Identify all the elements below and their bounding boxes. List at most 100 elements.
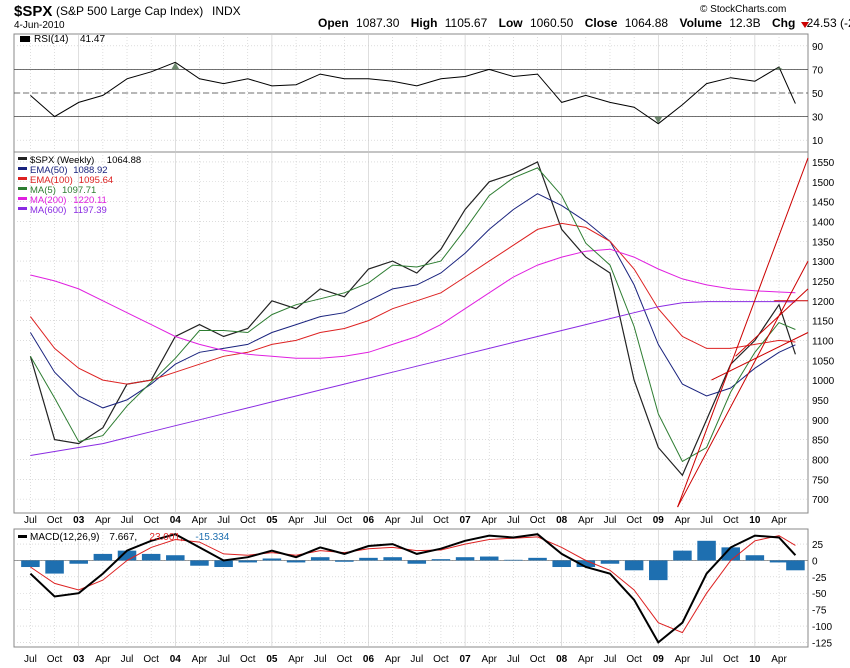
macd-legend-swatch — [18, 535, 27, 538]
price-legend-swatch — [18, 177, 27, 180]
y-tick-label: 1550 — [812, 158, 835, 169]
price-legend-name: EMA(50) — [30, 165, 67, 176]
y-tick-label: 90 — [812, 42, 824, 53]
low-label: Low — [499, 16, 524, 30]
x-axis-label-bottom: Apr — [481, 654, 497, 665]
rsi-extreme-fill — [171, 62, 180, 70]
price-legend-name: EMA(100) — [30, 175, 73, 186]
price-legend-name: MA(200) — [30, 195, 66, 206]
macd-legend-value: 7.667, — [109, 532, 137, 543]
y-tick-label: 70 — [812, 65, 824, 76]
index-name: (S&P 500 Large Cap Index) — [56, 4, 203, 18]
axis-labels-layer: Jul Jul Oct Oct 03 03 Apr Apr Jul Jul Oct Oct 04 04 Ap… — [24, 42, 835, 665]
x-axis-label-bottom: 07 — [460, 654, 472, 665]
y-tick-label: 850 — [812, 436, 829, 447]
trendline — [677, 157, 809, 508]
brand: © StockCharts.com — [700, 4, 786, 15]
x-axis-label-mid: 08 — [556, 515, 568, 526]
macd-signal-line — [30, 535, 796, 634]
x-axis-label-mid: Jul — [700, 515, 713, 526]
x-axis-label-bottom: 03 — [73, 654, 85, 665]
macd-histogram-bar — [786, 560, 805, 571]
rsi-legend-name: RSI(14) — [34, 34, 68, 45]
x-axis-label-bottom: Oct — [47, 654, 63, 665]
x-axis-label-bottom: Jul — [604, 654, 617, 665]
macd-histogram-bar — [214, 560, 233, 568]
x-axis-label-bottom: Oct — [143, 654, 159, 665]
y-tick-label: 800 — [812, 455, 829, 466]
open-value: 1087.30 — [356, 16, 400, 30]
macd-histogram-bar — [479, 556, 499, 561]
x-axis-label-mid: Apr — [675, 515, 691, 526]
x-axis-label-mid: Apr — [95, 515, 111, 526]
x-axis-label-mid: 04 — [170, 515, 182, 526]
x-axis-label-mid: Jul — [314, 515, 327, 526]
legends-layer: RSI(14) 41.47 $SPX (Weekly) 1064.88 EMA(50) 1… — [18, 34, 230, 543]
x-axis-label-bottom: Oct — [240, 654, 256, 665]
y-tick-label: 1450 — [812, 198, 835, 209]
y-tick-label: 900 — [812, 416, 829, 427]
trendline — [735, 288, 809, 357]
y-tick-label: 1350 — [812, 237, 835, 248]
macd-histogram-bar — [455, 557, 475, 561]
x-axis-label-mid: Jul — [121, 515, 134, 526]
macd-histogram-bar — [359, 557, 378, 561]
macd-histogram-bar — [649, 560, 668, 581]
volume-label: Volume — [679, 16, 722, 30]
x-axis-label-bottom: Jul — [410, 654, 423, 665]
y-tick-label: 25 — [812, 540, 824, 551]
price-legend-swatch — [18, 167, 27, 170]
macd-histogram-bar — [576, 560, 596, 568]
open-label: Open — [318, 16, 349, 30]
y-tick-label: -125 — [812, 638, 832, 649]
macd-histogram-bar — [504, 559, 523, 561]
macd-histogram-bar — [407, 560, 427, 564]
x-axis-label-bottom: 08 — [556, 654, 568, 665]
x-axis-label-bottom: Jul — [121, 654, 134, 665]
price-legend-value: 1097.71 — [62, 185, 96, 196]
trendline — [711, 332, 809, 381]
x-axis-label-mid: Apr — [481, 515, 497, 526]
macd-histogram-bar — [431, 559, 451, 561]
high-label: High — [411, 16, 438, 30]
x-axis-label-bottom: Jul — [24, 654, 37, 665]
x-axis-label-mid: Apr — [192, 515, 208, 526]
date: 4-Jun-2010 — [14, 20, 65, 31]
y-tick-label: 1400 — [812, 217, 835, 228]
price-legend-swatch — [18, 157, 27, 160]
x-axis-label-mid: 10 — [749, 515, 761, 526]
x-axis-label-bottom: Apr — [95, 654, 111, 665]
y-tick-label: 1050 — [812, 356, 835, 367]
macd-histogram-bar — [745, 555, 765, 561]
x-axis-label-mid: Oct — [337, 515, 353, 526]
ohlc-line: Open 1087.30 High 1105.67 Low 1060.50 Cl… — [318, 16, 850, 30]
x-axis-label-bottom: Oct — [530, 654, 546, 665]
y-tick-label: -75 — [812, 606, 827, 617]
x-axis-label-bottom: Apr — [578, 654, 594, 665]
close-label: Close — [585, 16, 618, 30]
x-axis-label-mid: Apr — [771, 515, 787, 526]
macd-histogram-bar — [286, 560, 306, 563]
x-axis-label-mid: Apr — [288, 515, 304, 526]
rsi-line — [30, 61, 796, 125]
x-axis-label-mid: Oct — [433, 515, 449, 526]
macd-histogram-bar — [383, 557, 402, 561]
x-axis-label-bottom: Apr — [771, 654, 787, 665]
x-axis-label-mid: Apr — [578, 515, 594, 526]
x-axis-label-bottom: Oct — [433, 654, 449, 665]
x-axis-label-mid: Jul — [507, 515, 520, 526]
macd-histogram-bar — [21, 560, 40, 568]
x-axis-label-mid: Oct — [240, 515, 256, 526]
macd-layer — [14, 533, 808, 644]
y-tick-label: 1100 — [812, 336, 834, 347]
x-axis-label-mid: Apr — [385, 515, 401, 526]
x-axis-label-mid: Jul — [217, 515, 230, 526]
x-axis-label-bottom: Apr — [675, 654, 691, 665]
y-tick-label: 1000 — [812, 376, 835, 387]
price-legend-name: $SPX (Weekly) — [30, 155, 94, 166]
y-tick-label: 950 — [812, 396, 829, 407]
ema100-line — [30, 222, 796, 385]
chg-label: Chg — [772, 16, 795, 30]
macd-line — [29, 533, 797, 644]
rsi-legend-value: 41.47 — [80, 34, 105, 45]
